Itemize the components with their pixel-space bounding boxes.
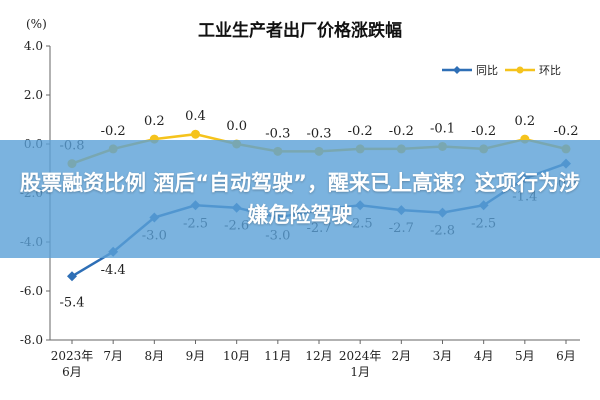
y-tick-label: 4.0 [24,39,43,53]
legend-label: 同比 [476,64,498,77]
data-label: -0.2 [389,124,414,139]
chart-title: 工业生产者出厂价格涨跌幅 [198,20,402,41]
data-label: 0.0 [226,119,247,134]
x-tick-label: 2023年 [51,349,94,363]
y-tick-label: -6.0 [20,284,43,298]
data-label: -5.4 [59,295,84,310]
x-tick-label: 10月 [223,349,250,363]
data-label: 0.4 [185,109,206,124]
data-label: -0.2 [553,124,578,139]
x-tick-label: 6月 [556,349,576,363]
overlay-headline[interactable]: 股票融资比例 酒后“自动驾驶”，醒来已上高速？这项行为涉嫌危险驾驶 [20,171,580,227]
x-tick-label: 9月 [186,349,206,363]
x-tick-label: 1月 [350,365,370,379]
data-point [191,129,200,139]
data-label: -0.3 [265,126,290,141]
y-tick-label: 2.0 [24,88,43,102]
x-tick-label: 8月 [145,349,165,363]
y-tick-label: -8.0 [20,333,43,347]
legend: 同比 环比 [442,64,561,77]
x-tick-label: 6月 [62,365,82,379]
y-unit-label: (%) [26,17,47,31]
data-label: -0.3 [306,126,331,141]
x-tick-label: 2月 [392,349,412,363]
data-label: -4.4 [101,263,126,278]
data-point [67,271,77,282]
data-label: -0.2 [471,124,496,139]
data-label: 0.2 [514,114,535,129]
x-tick-label: 3月 [433,349,453,363]
overlay-banner[interactable]: 股票融资比例 酒后“自动驾驶”，醒来已上高速？这项行为涉嫌危险驾驶 [0,140,600,258]
x-tick-label: 12月 [305,349,332,363]
x-tick-label: 4月 [474,349,494,363]
x-tick-label: 7月 [103,349,123,363]
data-label: -0.2 [348,124,373,139]
data-label: -0.1 [430,121,455,136]
legend-marker [516,66,524,74]
data-label: -0.2 [101,124,126,139]
x-tick-label: 2024年 [339,349,382,363]
legend-marker [453,66,461,74]
legend-label: 环比 [539,64,561,77]
data-label: 0.2 [144,114,165,129]
x-tick-label: 5月 [515,349,535,363]
x-tick-label: 11月 [264,349,291,363]
